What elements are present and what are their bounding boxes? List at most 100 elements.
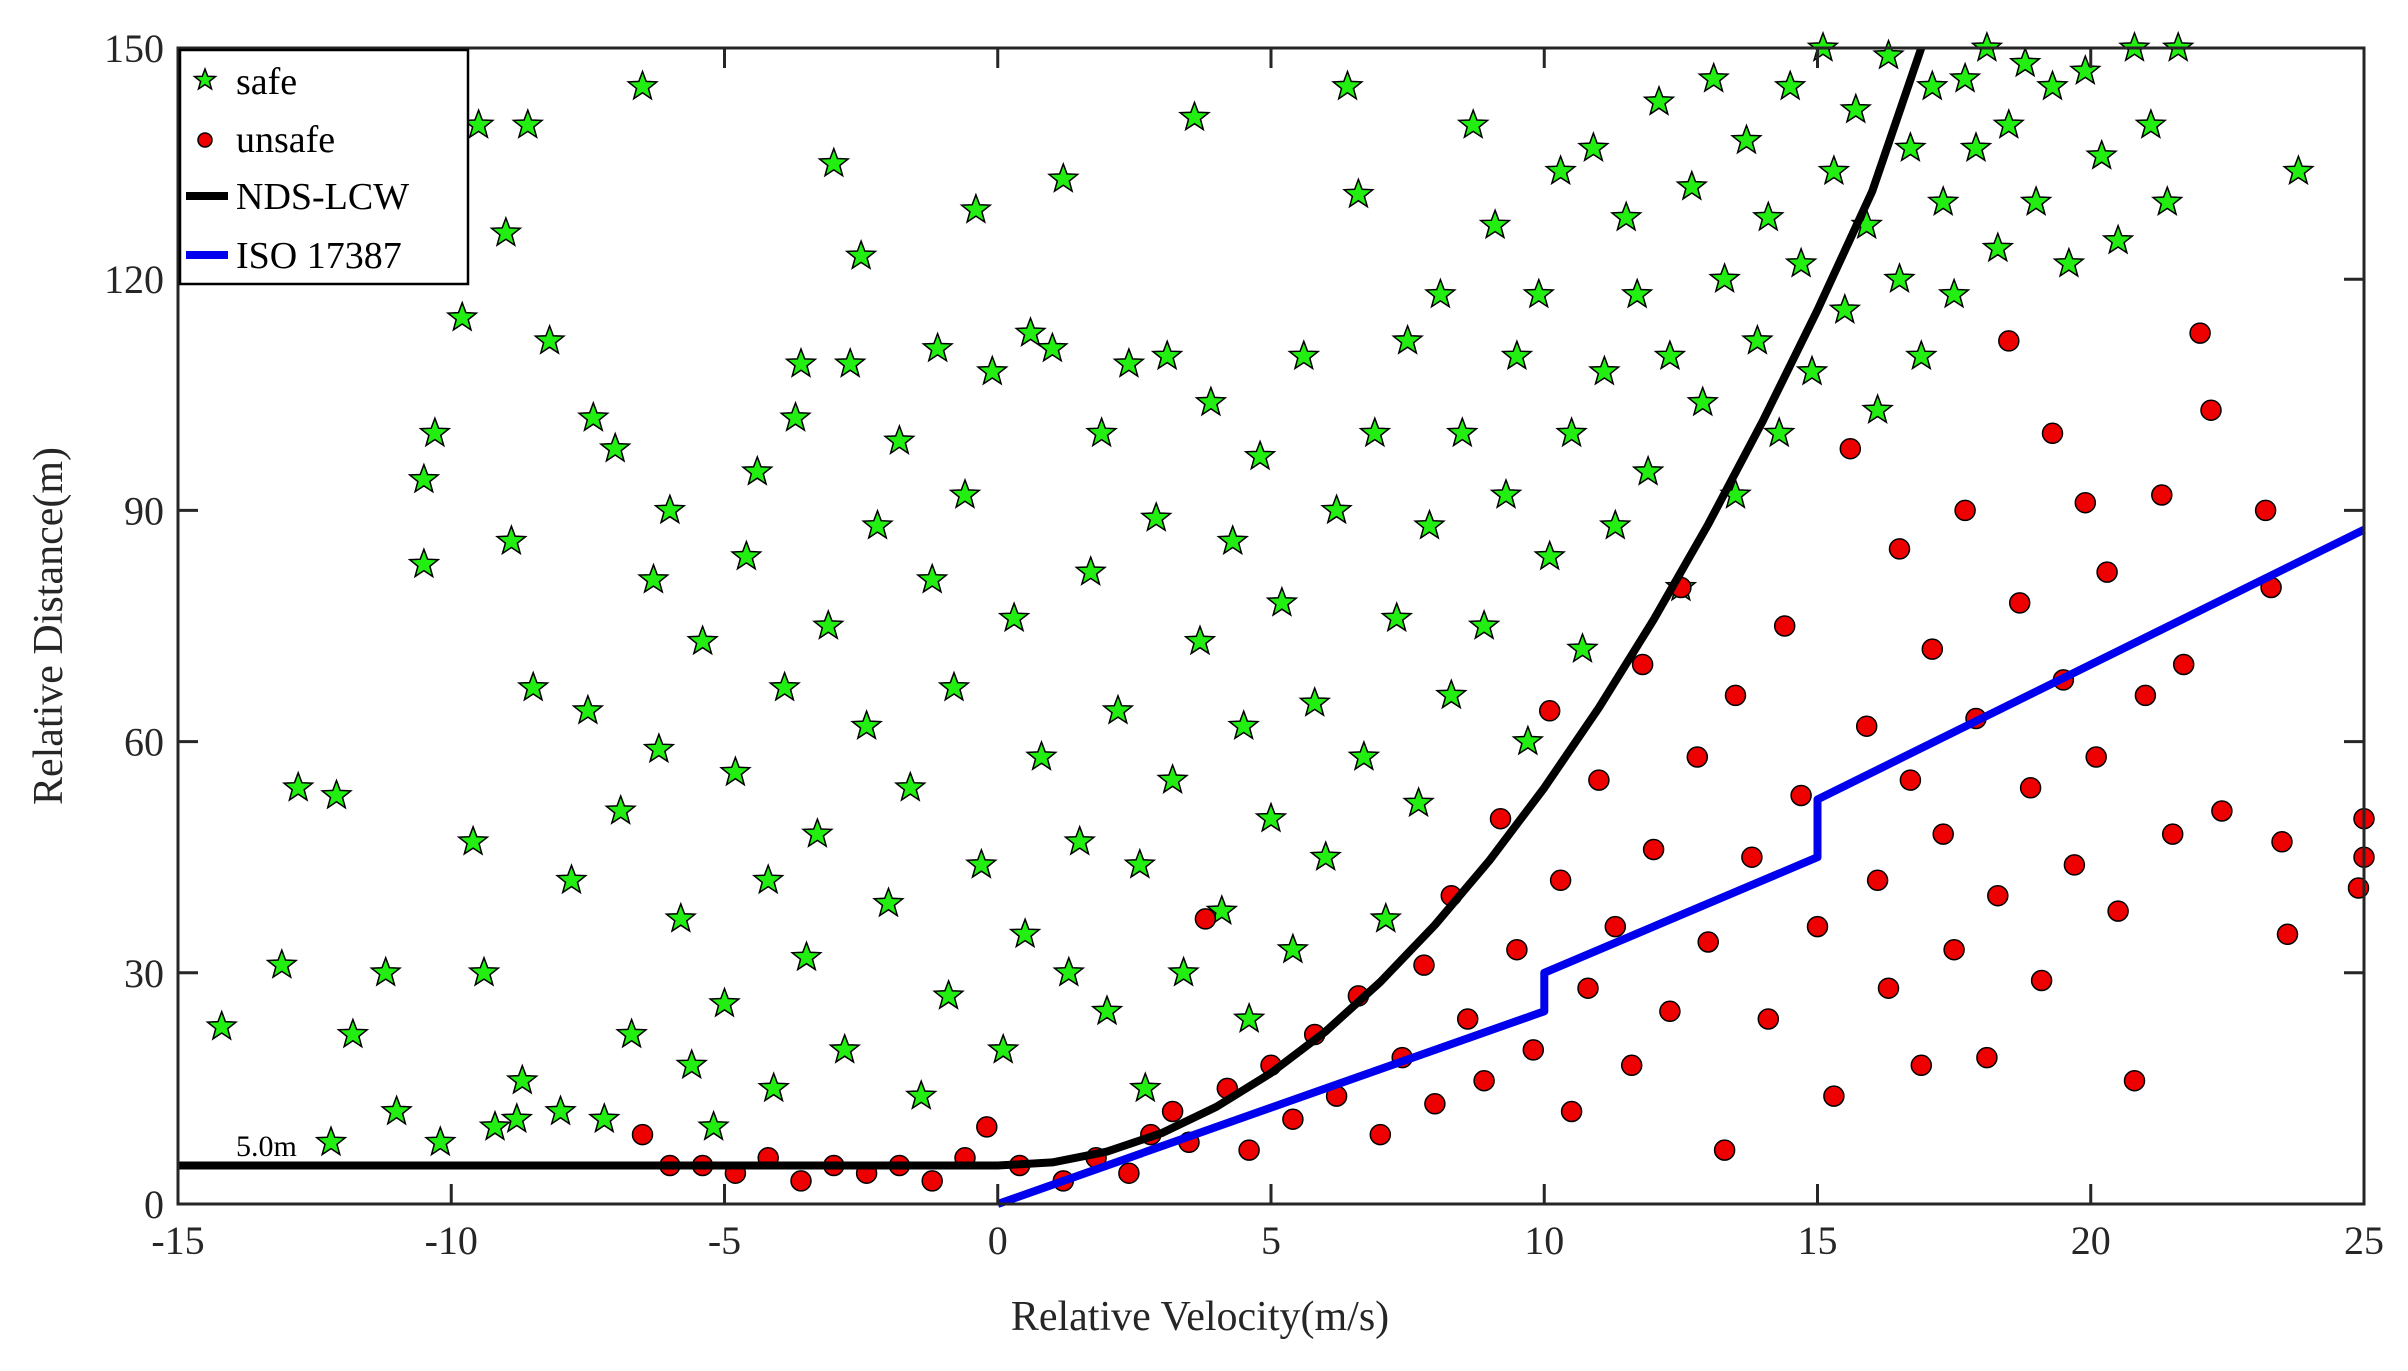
safe-point-18 — [495, 524, 528, 556]
safe-point-83 — [1112, 346, 1146, 378]
unsafe-point-43 — [1620, 1054, 1643, 1077]
safe-point-106 — [1342, 177, 1375, 209]
safe-point-74 — [1025, 739, 1058, 771]
y-tick-label-5: 150 — [104, 26, 164, 71]
x-tick-label-2: -5 — [708, 1218, 741, 1263]
annotation-5m: 5.0m — [236, 1130, 297, 1163]
safe-point-121 — [1500, 339, 1534, 371]
unsafe-point-60 — [1866, 869, 1889, 892]
safe-point-116 — [1445, 416, 1479, 448]
unsafe-point-9 — [921, 1170, 943, 1192]
safe-point-5 — [336, 1017, 370, 1049]
safe-point-172 — [2085, 138, 2118, 170]
safe-point-140 — [1708, 262, 1741, 294]
safe-point-131 — [1609, 200, 1643, 232]
safe-point-9 — [407, 462, 441, 494]
safe-point-80 — [1085, 416, 1118, 448]
safe-point-152 — [1839, 92, 1873, 124]
x-tick-label-8: 25 — [2344, 1218, 2384, 1263]
safe-point-95 — [1227, 709, 1260, 741]
safe-point-79 — [1074, 554, 1107, 586]
safe-point-137 — [1675, 169, 1709, 201]
safe-point-43 — [740, 454, 774, 486]
unsafe-point-11 — [976, 1116, 998, 1138]
safe-point-21 — [511, 107, 545, 139]
safe-point-110 — [1380, 601, 1414, 633]
safe-point-6 — [369, 955, 402, 987]
safe-point-123 — [1522, 277, 1556, 309]
unsafe-point-41 — [1588, 769, 1610, 791]
safe-point-99 — [1265, 585, 1299, 617]
unsafe-point-49 — [1697, 931, 1719, 953]
safe-point-39 — [697, 1109, 730, 1141]
safe-point-66 — [948, 477, 982, 509]
safe-point-25 — [555, 863, 588, 895]
safe-point-85 — [1128, 1071, 1162, 1103]
unsafe-point-54 — [1773, 615, 1796, 637]
safe-point-64 — [932, 978, 965, 1010]
safe-point-139 — [1697, 61, 1730, 93]
safe-point-91 — [1183, 624, 1217, 656]
safe-point-90 — [1178, 100, 1211, 132]
safe-point-144 — [1751, 200, 1785, 232]
safe-point-63 — [921, 331, 954, 363]
legend-label-nds-lcw: NDS-LCW — [236, 176, 409, 218]
safe-point-163 — [1959, 131, 1993, 163]
safe-point-178 — [2282, 154, 2315, 186]
legend-circle-icon — [197, 132, 213, 148]
safe-point-88 — [1156, 762, 1189, 795]
unsafe-point-40 — [1577, 977, 1599, 999]
safe-point-118 — [1467, 608, 1501, 640]
unsafe-point-44 — [1631, 653, 1654, 676]
unsafe-point-81 — [2096, 561, 2118, 583]
x-tick-label-7: 20 — [2071, 1218, 2111, 1263]
safe-point-28 — [587, 1102, 621, 1134]
unsafe-point-17 — [1161, 1100, 1184, 1123]
safe-point-42 — [730, 539, 763, 571]
unsafe-point-88 — [2189, 322, 2211, 344]
safe-point-109 — [1369, 901, 1403, 933]
safe-point-11 — [424, 1125, 457, 1157]
safe-point-26 — [571, 693, 605, 725]
y-tick-label-1: 30 — [124, 951, 164, 996]
safe-point-1 — [265, 947, 299, 979]
safe-point-87 — [1150, 339, 1184, 371]
safe-point-117 — [1456, 107, 1490, 139]
unsafe-point-46 — [1659, 1000, 1681, 1023]
safe-point-134 — [1642, 84, 1676, 116]
unsafe-point-74 — [2019, 777, 2042, 799]
unsafe-point-86 — [2161, 823, 2184, 845]
safe-point-23 — [533, 323, 566, 355]
safe-point-19 — [500, 1102, 534, 1134]
safe-point-94 — [1216, 524, 1250, 556]
unsafe-point-58 — [1839, 437, 1862, 460]
safe-point-104 — [1320, 493, 1353, 525]
safe-point-77 — [1052, 955, 1086, 987]
unsafe-point-65 — [1921, 638, 1944, 660]
safe-point-0 — [205, 1009, 239, 1041]
y-tick-label-4: 120 — [104, 257, 164, 302]
unsafe-point-61 — [1877, 977, 1900, 999]
unsafe-point-51 — [1724, 684, 1747, 707]
unsafe-point-48 — [1686, 746, 1709, 768]
safe-point-111 — [1391, 323, 1424, 355]
unsafe-point-59 — [1855, 715, 1878, 737]
safe-point-130 — [1598, 508, 1632, 540]
unsafe-point-0 — [631, 1123, 654, 1146]
safe-point-76 — [1047, 161, 1080, 193]
safe-point-56 — [850, 709, 883, 741]
unsafe-point-34 — [1489, 807, 1512, 830]
unsafe-point-45 — [1642, 838, 1665, 861]
safe-point-4 — [320, 778, 353, 810]
safe-point-41 — [719, 755, 752, 787]
safe-point-58 — [872, 886, 905, 918]
safe-point-22 — [516, 670, 550, 702]
unsafe-point-39 — [1560, 1100, 1583, 1123]
safe-point-51 — [812, 608, 845, 640]
unsafe-point-89 — [2200, 399, 2222, 421]
safe-point-146 — [1773, 69, 1807, 101]
safe-point-60 — [893, 770, 927, 802]
safe-point-159 — [1915, 69, 1949, 101]
safe-point-49 — [790, 940, 823, 972]
safe-point-59 — [883, 423, 916, 455]
